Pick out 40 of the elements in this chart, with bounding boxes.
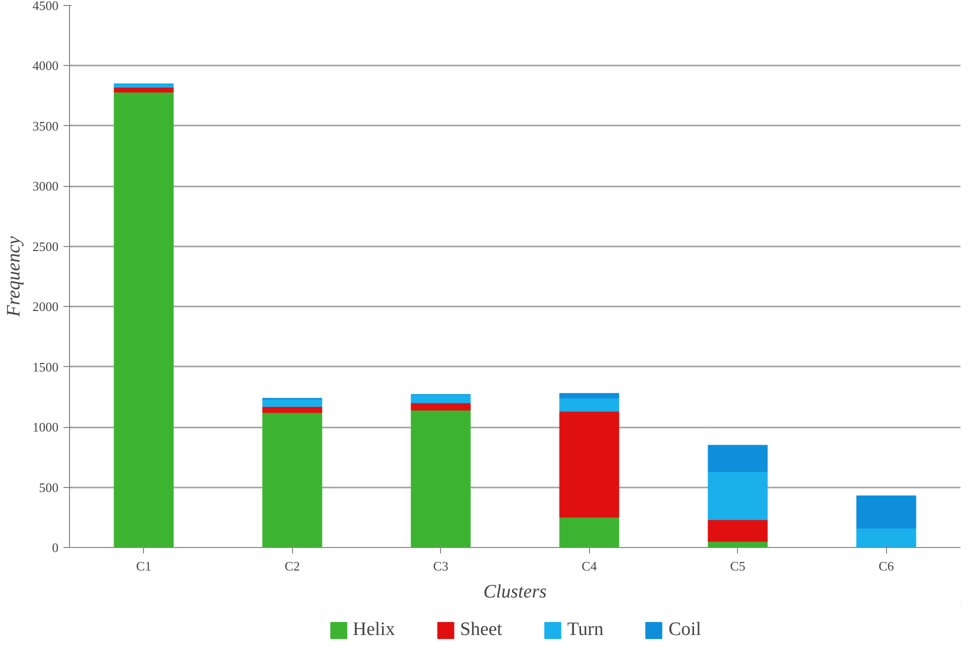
y-tick-label: 0 bbox=[52, 540, 58, 555]
legend-label: Coil bbox=[668, 619, 702, 641]
x-tick-label: C2 bbox=[284, 558, 300, 574]
x-axis-title: Clusters bbox=[483, 582, 547, 602]
y-tick-label: 2500 bbox=[32, 238, 58, 254]
legend-label: Sheet bbox=[460, 619, 502, 641]
bar bbox=[559, 411, 620, 518]
x-tick-label: C5 bbox=[730, 558, 746, 574]
bar bbox=[114, 84, 174, 88]
legend-label: Turn bbox=[567, 619, 604, 641]
y-axis-title: Frequency bbox=[4, 236, 24, 318]
legend-label: Helix bbox=[352, 619, 395, 641]
bar bbox=[559, 517, 620, 548]
x-tick-label: C6 bbox=[878, 558, 894, 574]
y-tick-label: 1000 bbox=[32, 420, 58, 435]
y-tick-label: 3000 bbox=[32, 178, 58, 194]
bar bbox=[262, 412, 322, 548]
bar bbox=[262, 406, 322, 413]
bar bbox=[559, 393, 620, 398]
y-tick-label: 1500 bbox=[32, 359, 58, 374]
y-tick-label: 2000 bbox=[32, 299, 58, 314]
y-tick-label: 4500 bbox=[32, 0, 58, 13]
x-tick-label: C4 bbox=[582, 558, 598, 574]
bar bbox=[410, 394, 471, 404]
y-tick-label: 3500 bbox=[32, 118, 58, 134]
bar bbox=[410, 402, 471, 410]
bar bbox=[856, 495, 916, 528]
bar bbox=[559, 398, 620, 412]
bar bbox=[708, 520, 768, 542]
bar bbox=[708, 471, 768, 520]
bar bbox=[856, 528, 916, 548]
bar bbox=[114, 87, 174, 92]
bar bbox=[708, 444, 768, 472]
y-tick-label: 4000 bbox=[32, 58, 58, 74]
x-tick-label: C3 bbox=[433, 558, 448, 574]
y-tick-label: 500 bbox=[39, 480, 58, 495]
bar bbox=[410, 410, 471, 548]
bar bbox=[114, 92, 174, 548]
x-tick-label: C1 bbox=[136, 558, 152, 574]
bar bbox=[262, 399, 322, 407]
